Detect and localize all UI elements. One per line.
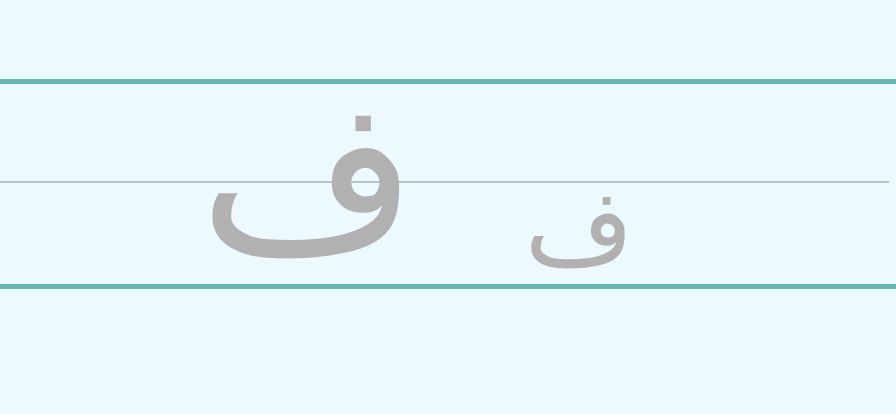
- baseline-guide-line: [0, 284, 896, 289]
- small-letter: ف: [524, 167, 634, 289]
- large-letter: ف: [199, 54, 417, 299]
- top-guide-line: [0, 79, 896, 84]
- middle-guide-line: [0, 181, 889, 183]
